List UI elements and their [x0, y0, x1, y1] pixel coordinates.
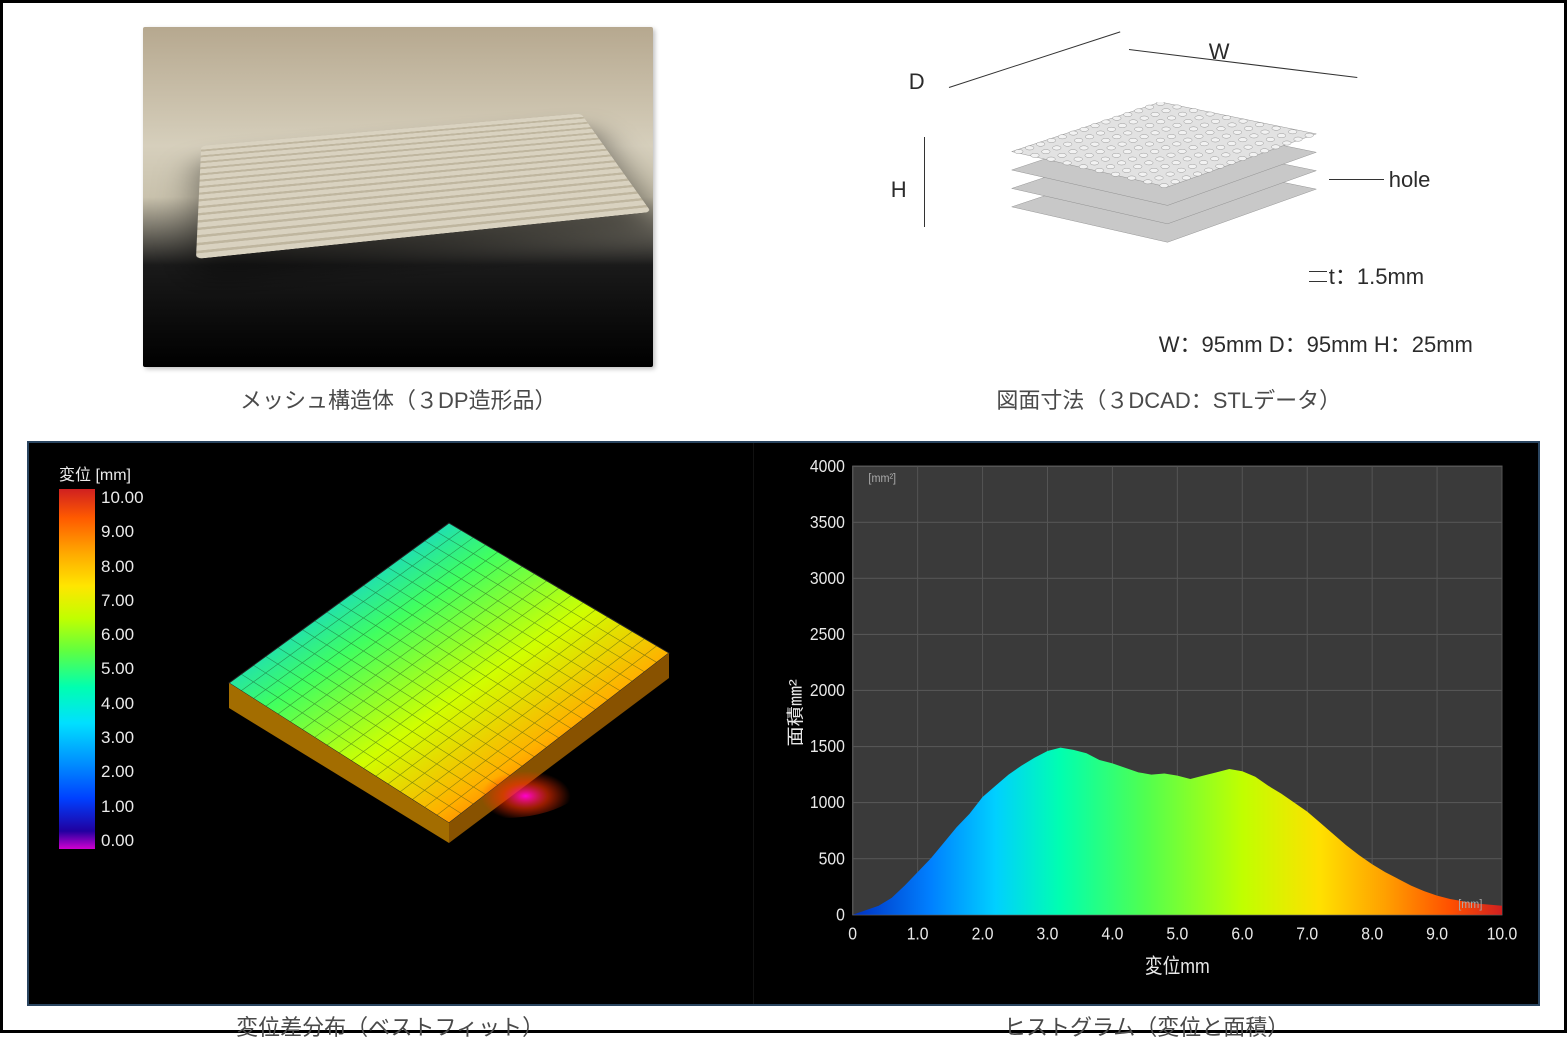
svg-text:1500: 1500	[810, 736, 845, 756]
svg-text:5.0: 5.0	[1167, 923, 1189, 943]
histogram-area: 0 500 1000 1500 2000 2500 3000 3500 4000 0 1.0 2.0…	[774, 455, 1522, 982]
colorbar-tick: 6.00	[101, 626, 144, 643]
svg-text:1.0: 1.0	[907, 923, 929, 943]
colorbar-tick: 3.00	[101, 729, 144, 746]
svg-text:3000: 3000	[810, 568, 845, 588]
svg-text:2500: 2500	[810, 624, 845, 644]
colorbar-tick: 2.00	[101, 763, 144, 780]
svg-text:500: 500	[819, 848, 845, 868]
svg-text:9.0: 9.0	[1426, 923, 1448, 943]
svg-text:4000: 4000	[810, 456, 845, 476]
colorbar-strip: 10.009.008.007.006.005.004.003.002.001.0…	[59, 489, 95, 849]
photo-caption: メッシュ構造体（３DP造形品）	[240, 383, 557, 415]
dimline-H	[924, 137, 925, 227]
dim-summary: W：95mm D：95mm H：25mm	[1159, 327, 1539, 359]
panel-cad: D W H hole t：1.5mm W：95mm D：95mm H：25mm …	[798, 27, 1541, 427]
colormap-caption: 変位差分布（ベストフィット）	[27, 1010, 753, 1042]
hist-xticks: 0 1.0 2.0 3.0 4.0 5.0 6.0 7.0 8.0 9.0 10.0	[849, 923, 1518, 943]
svg-text:10.0: 10.0	[1487, 923, 1518, 943]
dim-D: D	[909, 69, 925, 95]
colorbar-tick: 8.00	[101, 558, 144, 575]
colorbar-tick: 10.00	[101, 489, 144, 506]
dimline-W	[1129, 49, 1357, 78]
figure-container: メッシュ構造体（３DP造形品） D W H hole t：1.5mm W：95m…	[0, 0, 1567, 1033]
colorbar-labels: 10.00 9.00 8.00 7.00 6.00 5.00 4.00 3.00 2.00 1.0…	[101, 489, 144, 849]
dim-H: H	[891, 177, 907, 203]
mesh-photo-surface	[196, 114, 651, 259]
colorbar-tick: 1.00	[101, 798, 144, 815]
hist-yticks: 0 500 1000 1500 2000 2500 3000 3500 4000	[810, 456, 845, 925]
svg-text:6.0: 6.0	[1232, 923, 1254, 943]
colorbar-tick: 4.00	[101, 695, 144, 712]
dimline-hole	[1329, 179, 1384, 180]
colorbar-tick: 0.00	[101, 832, 144, 849]
svg-text:8.0: 8.0	[1362, 923, 1384, 943]
dimline-D	[949, 31, 1120, 88]
histogram-caption: ヒストグラム（変位と面積）	[753, 1010, 1540, 1042]
dimline-t2	[1309, 281, 1327, 282]
mesh-photo	[143, 27, 653, 367]
hist-y-label: 面積㎜²	[786, 679, 807, 746]
svg-text:4.0: 4.0	[1102, 923, 1124, 943]
bottom-row: 変位 [mm] 10.009.008.007.006.005.004.003.0…	[27, 441, 1540, 1006]
hist-y-unit: [mm²]	[869, 471, 897, 485]
panel-histogram: 0 500 1000 1500 2000 2500 3000 3500 4000 0 1.0 2.0…	[753, 443, 1538, 1004]
colorbar: 変位 [mm] 10.00 9.00 8.00 7.00 6.00 5.00 4.00 3.0…	[59, 461, 179, 849]
svg-text:0: 0	[836, 904, 845, 924]
dark-container: 変位 [mm] 10.009.008.007.006.005.004.003.0…	[27, 441, 1540, 1006]
cad-drawing: D W H hole t：1.5mm W：95mm D：95mm H：25mm	[829, 27, 1509, 367]
svg-text:3500: 3500	[810, 512, 845, 532]
dim-hole: hole	[1389, 167, 1431, 193]
panel-colormap: 変位 [mm] 10.00 9.00 8.00 7.00 6.00 5.00 4.00 3.0…	[29, 443, 753, 1004]
svg-text:3.0: 3.0	[1037, 923, 1059, 943]
hist-x-unit: [mm]	[1459, 897, 1483, 911]
colormap-mesh-svg	[219, 513, 679, 843]
colorbar-tick: 7.00	[101, 592, 144, 609]
histogram-svg: 0 500 1000 1500 2000 2500 3000 3500 4000 0 1.0 2.0…	[774, 455, 1522, 982]
svg-text:0: 0	[849, 923, 858, 943]
cad-caption: 図面寸法（３DCAD：STLデータ）	[996, 383, 1341, 415]
svg-text:1000: 1000	[810, 792, 845, 812]
dim-t: t：1.5mm	[1329, 259, 1424, 291]
svg-text:7.0: 7.0	[1297, 923, 1319, 943]
panel-photo: メッシュ構造体（３DP造形品）	[27, 27, 770, 427]
dimline-t1	[1309, 271, 1327, 272]
svg-text:2000: 2000	[810, 680, 845, 700]
colorbar-tick: 5.00	[101, 660, 144, 677]
hist-x-label: 変位mm	[1145, 955, 1210, 978]
top-row: メッシュ構造体（３DP造形品） D W H hole t：1.5mm W：95m…	[27, 27, 1540, 427]
cad-svg	[949, 102, 1379, 272]
colorbar-title: 変位 [mm]	[59, 461, 179, 485]
svg-text:2.0: 2.0	[972, 923, 994, 943]
colorbar-tick: 9.00	[101, 523, 144, 540]
